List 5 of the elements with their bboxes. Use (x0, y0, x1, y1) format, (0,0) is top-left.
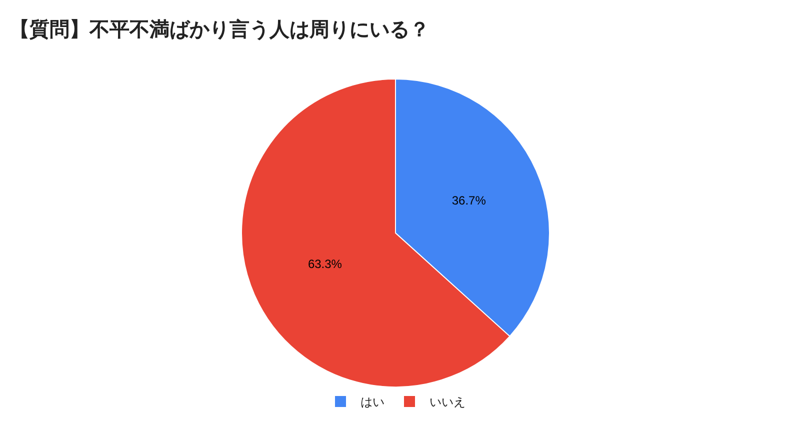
chart-title: 【質問】不平不満ばかり言う人は周りにいる？ (9, 18, 430, 41)
legend-label: いいえ (430, 395, 466, 410)
legend-label: はい (360, 395, 384, 410)
data-label: 36.7% (452, 193, 486, 208)
data-label: 63.3% (308, 257, 342, 272)
